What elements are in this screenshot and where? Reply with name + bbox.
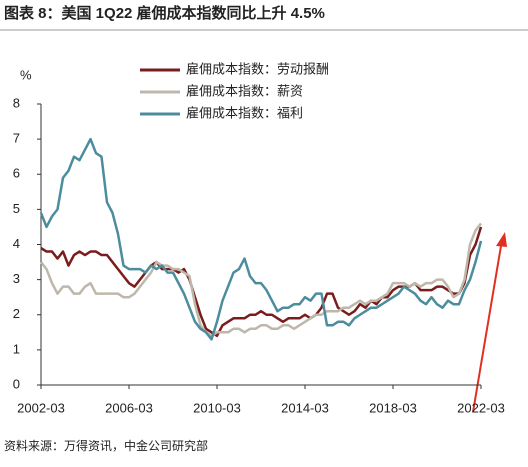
y-tick-label: 8 xyxy=(13,95,20,110)
legend-label: 雇佣成本指数：福利 xyxy=(186,105,303,120)
y-axis-label: % xyxy=(20,67,32,82)
x-tick-label: 2002-03 xyxy=(17,400,65,415)
y-tick-label: 6 xyxy=(13,166,20,181)
x-tick-label: 2006-03 xyxy=(105,400,153,415)
y-tick-label: 3 xyxy=(13,271,20,286)
source-note: 资料来源：万得资讯，中金公司研究部 xyxy=(4,438,208,453)
y-tick-label: 4 xyxy=(13,236,20,251)
y-tick-label: 1 xyxy=(13,341,20,356)
y-tick-label: 5 xyxy=(13,201,20,216)
y-tick-label: 0 xyxy=(13,376,20,391)
x-tick-label: 2014-03 xyxy=(281,400,329,415)
chart-title: 图表 8：美国 1Q22 雇佣成本指数同比上升 4.5% xyxy=(4,4,325,22)
legend-label: 雇佣成本指数：劳动报酬 xyxy=(186,61,329,76)
arrow-head xyxy=(496,232,507,247)
y-tick-label: 2 xyxy=(13,306,20,321)
series-line xyxy=(40,226,483,338)
x-tick-label: 2010-03 xyxy=(193,400,241,415)
x-tick-label: 2018-03 xyxy=(369,400,417,415)
annotation-arrow xyxy=(472,239,503,413)
legend-label: 雇佣成本指数：薪资 xyxy=(186,83,303,98)
series-line xyxy=(39,137,483,341)
y-tick-label: 7 xyxy=(13,131,20,146)
series-line xyxy=(40,222,482,338)
x-tick-label: 2022-03 xyxy=(457,400,505,415)
